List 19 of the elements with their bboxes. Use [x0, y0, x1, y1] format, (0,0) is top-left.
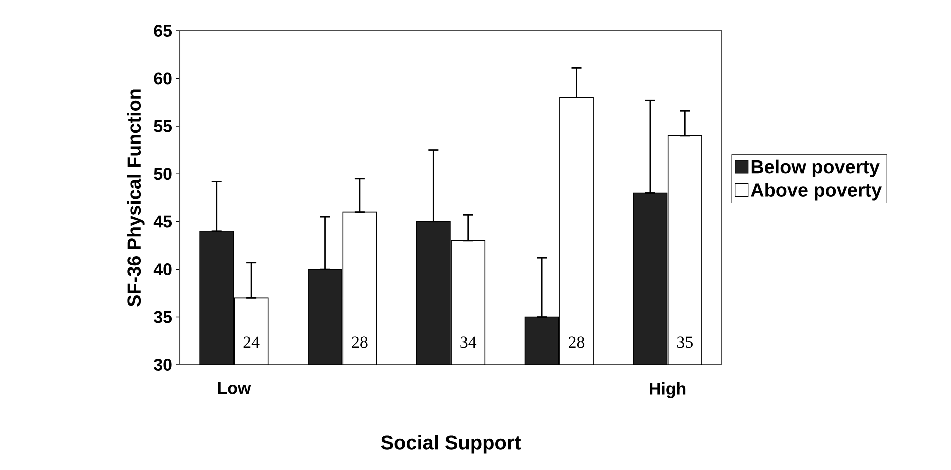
y-tick-label: 50 [154, 168, 172, 180]
annotation: 28 [569, 336, 585, 348]
legend-label: Below poverty [752, 160, 880, 178]
x-tick-label: Low [218, 382, 252, 394]
y-tick-label: 55 [154, 120, 172, 132]
y-axis-title: SF-36 Physical Function [127, 90, 145, 307]
y-tick-label: 65 [154, 24, 172, 37]
y-tick-label: 30 [154, 358, 172, 371]
y-tick-label: 60 [154, 72, 172, 85]
annotation: 28 [352, 336, 368, 348]
annotation: 35 [677, 336, 693, 348]
x-tick-label: High [650, 382, 686, 398]
x-axis-title: Social Support [381, 435, 522, 454]
annotation: 24 [244, 336, 260, 348]
annotation: 34 [460, 336, 477, 348]
y-tick-label: 40 [154, 264, 172, 276]
text: Above poverty [751, 183, 882, 201]
y-tick-label: 35 [154, 311, 172, 324]
y-tick-label: 45 [154, 216, 172, 228]
